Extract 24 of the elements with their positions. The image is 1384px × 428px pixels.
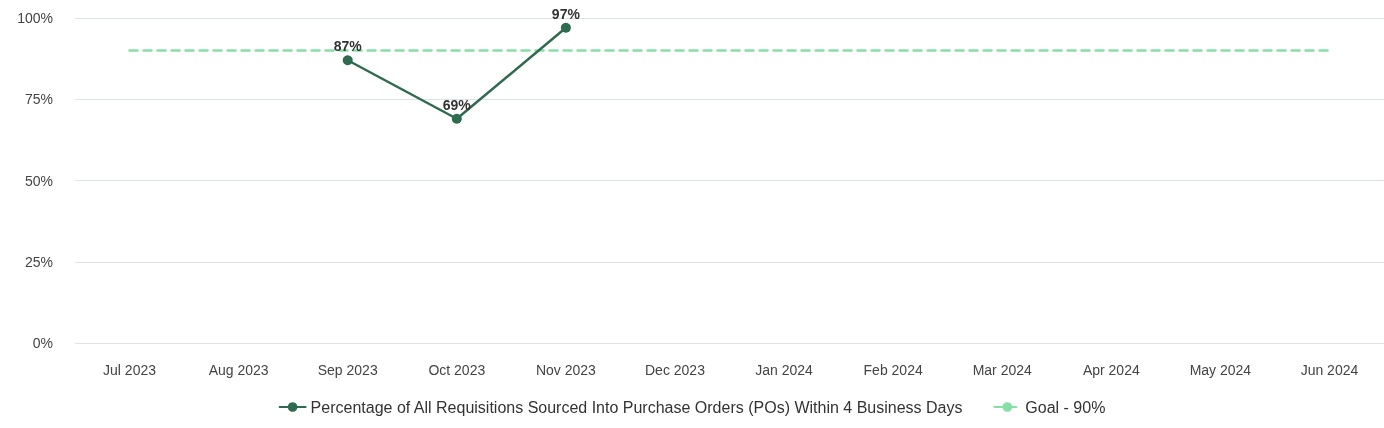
x-tick-label: Oct 2023 — [428, 362, 486, 378]
x-tick-label: Aug 2023 — [208, 362, 269, 378]
legend-label: Percentage of All Requisitions Sourced Into Purchase Orders (POs) Within 4 Business Days — [310, 398, 963, 416]
data-label: 69% — [442, 96, 472, 113]
data-label: 97% — [551, 5, 581, 22]
x-tick-label: Jul 2023 — [103, 362, 157, 378]
x-tick-label: Jun 2024 — [1300, 362, 1359, 378]
y-tick-label: 75% — [24, 91, 53, 108]
x-tick-label: Feb 2024 — [863, 362, 923, 378]
y-tick-label: 0% — [32, 335, 53, 351]
y-tick-label: 100% — [17, 10, 53, 26]
y-tick-label: 50% — [24, 172, 53, 189]
x-tick-label: Dec 2023 — [644, 362, 706, 378]
point — [560, 22, 571, 33]
y-tick-label: 25% — [24, 253, 53, 270]
x-tick-label: Nov 2023 — [535, 362, 597, 378]
point — [342, 55, 353, 66]
legend-label: Goal - 90% — [1025, 398, 1106, 416]
x-tick-label: Apr 2024 — [1082, 362, 1140, 378]
x-tick-label: Mar 2024 — [972, 362, 1032, 378]
x-tick-label: Sep 2023 — [317, 362, 378, 378]
point — [451, 113, 462, 124]
x-tick-label: May 2024 — [1189, 362, 1252, 378]
x-tick-label: Jan 2024 — [755, 362, 814, 378]
